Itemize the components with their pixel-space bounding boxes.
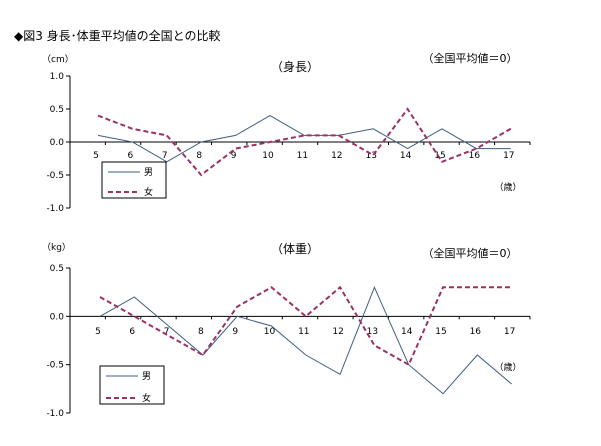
x-tick-label: 6 [128, 151, 134, 161]
chart-note: （全国平均値＝0） [423, 246, 518, 260]
height-chart: （身長） （全国平均値＝0） （cm） 1.0 0.5 0.0 -0.5 -1.0 5 6 7 8 9 1… [42, 51, 531, 214]
y-tick-label: -0.5 [46, 171, 64, 181]
x-tick-label: 12 [331, 151, 342, 161]
series-line-female [97, 107, 512, 177]
x-axis-unit: （歳） [494, 181, 521, 193]
x-tick-label: 17 [503, 151, 514, 161]
x-tick-label: 7 [164, 327, 170, 337]
x-tick-label: 9 [231, 151, 237, 161]
y-tick-label: -1.0 [46, 204, 64, 214]
x-tick-label: 7 [162, 151, 168, 161]
x-tick-label: 16 [469, 151, 481, 161]
series-line-male [99, 286, 512, 395]
y-tick-label: 1.0 [50, 72, 65, 82]
y-tick-label: -0.5 [46, 361, 64, 371]
x-tick-label: 9 [232, 327, 238, 337]
chart-title: （体重） [271, 242, 319, 256]
x-tick-label: 11 [298, 327, 309, 337]
legend-label: 女 [142, 392, 151, 404]
y-tick-label: -1.0 [46, 409, 64, 419]
series-line-female [99, 285, 512, 367]
y-axis-unit: （kg） [42, 242, 71, 253]
legend-label: 女 [144, 186, 153, 198]
x-tick-label: 10 [264, 327, 276, 337]
figure-title: ◆図3 身長･体重平均値の全国との比較 [14, 28, 221, 43]
y-tick-label: 0.5 [50, 105, 64, 115]
x-tick-label: 10 [262, 151, 274, 161]
x-tick-label: 11 [297, 151, 308, 161]
legend-label: 男 [144, 167, 153, 178]
series-line-male [97, 115, 511, 163]
x-tick-label: 14 [401, 327, 413, 337]
y-tick-label: 0.0 [50, 312, 65, 322]
x-tick-label: 13 [367, 327, 378, 337]
x-axis-unit: （歳） [494, 361, 521, 373]
x-tick-label: 6 [129, 327, 135, 337]
x-tick-label: 17 [504, 327, 515, 337]
y-tick-label: 0.5 [50, 264, 64, 274]
y-tick-label: 0.0 [50, 138, 65, 148]
x-tick-label: 5 [95, 327, 101, 337]
x-tick-label: 14 [400, 151, 412, 161]
x-tick-label: 15 [435, 327, 446, 337]
x-tick-label: 13 [365, 151, 376, 161]
weight-chart: （体重） （全国平均値＝0） （kg） 0.5 0.0 -0.5 -1.0 5 6 7 8 9 10 11… [42, 242, 531, 419]
x-tick-label: 12 [332, 327, 343, 337]
chart-title: （身長） [271, 59, 319, 74]
x-tick-label: 8 [196, 151, 202, 161]
x-tick-label: 8 [198, 327, 204, 337]
y-axis-unit: （cm） [42, 54, 74, 65]
legend-label: 男 [142, 371, 151, 382]
x-tick-label: 5 [93, 151, 99, 161]
x-tick-label: 15 [434, 151, 445, 161]
x-tick-label: 16 [470, 327, 482, 337]
chart-note: （全国平均値＝0） [423, 51, 518, 65]
